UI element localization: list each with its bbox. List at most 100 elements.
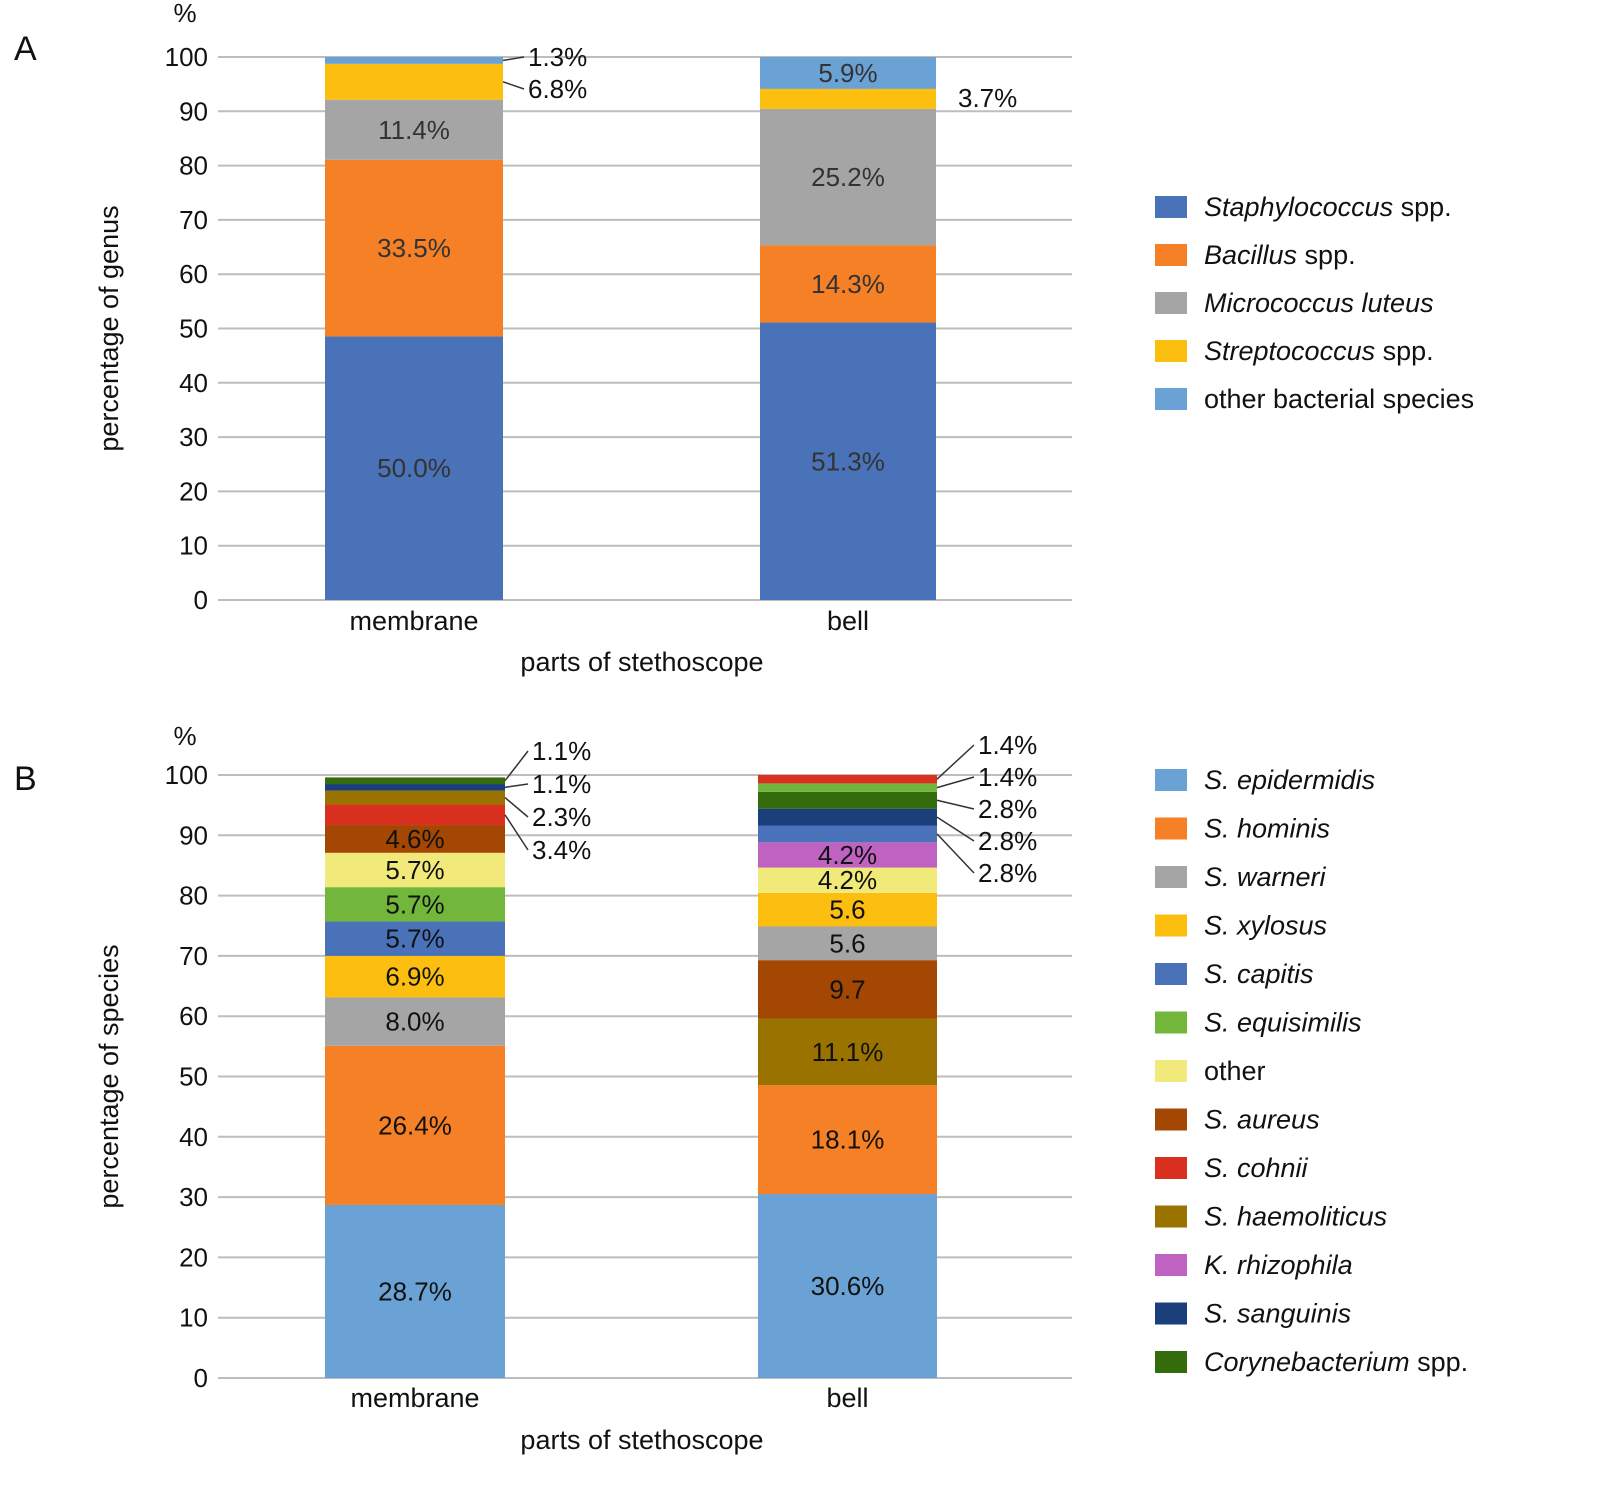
y-axis-title: percentage of genus <box>94 205 124 451</box>
legend-label: S. capitis <box>1204 959 1314 989</box>
legend-label-plain: other bacterial species <box>1204 384 1474 414</box>
legend-swatch <box>1155 196 1187 218</box>
legend-label: Micrococcus luteus <box>1204 288 1434 318</box>
legend-item: Micrococcus luteus <box>1155 288 1434 318</box>
bar-segment <box>758 926 937 961</box>
legend-label: Staphylococcus spp. <box>1204 192 1452 222</box>
data-label: 33.5% <box>377 233 451 263</box>
data-label: 51.3% <box>811 446 885 476</box>
legend-swatch <box>1155 1108 1187 1131</box>
data-label-outside: 2.8% <box>978 794 1037 824</box>
y-tick-label: 0 <box>194 1363 208 1393</box>
data-label: 11.4% <box>378 115 450 145</box>
x-tick-label: bell <box>827 606 869 636</box>
panel-letter: A <box>14 30 37 68</box>
leader-line <box>504 783 529 789</box>
legend-item: S. xylosus <box>1155 911 1327 941</box>
legend-item: other bacterial species <box>1155 384 1474 414</box>
y-tick-label: 40 <box>179 368 208 398</box>
legend-swatch <box>1155 866 1187 888</box>
legend-swatch <box>1155 1254 1187 1276</box>
bar-segment <box>325 1045 505 1205</box>
data-label: 5.6 <box>829 928 865 958</box>
y-tick-label: 30 <box>179 1182 208 1212</box>
legend-item: S. warneri <box>1155 862 1327 892</box>
chart-panel-a: A% 0 10 20 30 40 50 60 70 80 90 100 percentage of ge… <box>14 0 1474 677</box>
bar-segment <box>760 322 936 600</box>
y-tick-label: 80 <box>179 881 208 911</box>
bar-segment <box>758 791 937 809</box>
bar-segment <box>325 790 505 805</box>
bar-segment <box>760 57 936 89</box>
bar-segment <box>758 1085 937 1195</box>
legend-label-italic: Streptococcus <box>1204 336 1375 366</box>
legend-label-italic: S. xylosus <box>1204 911 1327 941</box>
legend-label-italic: K. rhizophila <box>1204 1250 1353 1280</box>
bar-segment <box>325 921 505 956</box>
legend-item: other <box>1155 1056 1266 1086</box>
y-tick-label: 100 <box>165 760 208 790</box>
x-tick-label: membrane <box>350 1383 479 1413</box>
legend-item: Streptococcus spp. <box>1155 336 1434 366</box>
data-label: 5.7% <box>385 855 444 885</box>
bar-segment <box>758 892 937 927</box>
bar-segment <box>760 108 936 246</box>
data-label: 30.6% <box>811 1271 885 1301</box>
legend-label: S. cohnii <box>1204 1153 1309 1183</box>
legend-item: Corynebacterium spp. <box>1155 1347 1468 1377</box>
leader-line <box>936 799 975 810</box>
x-axis-title: parts of stethoscope <box>520 647 763 677</box>
legend-label: S. sanguinis <box>1204 1299 1351 1329</box>
data-label-outside: 3.7% <box>958 83 1017 113</box>
bar-segment <box>758 775 937 784</box>
bar-segment <box>325 825 505 853</box>
bar-segment <box>325 777 505 785</box>
legend-swatch <box>1155 1302 1187 1325</box>
legend-swatch <box>1155 817 1187 840</box>
bar-segment <box>758 783 937 792</box>
legend-label-italic: S. epidermidis <box>1204 765 1375 795</box>
data-label-outside: 1.4% <box>978 730 1037 760</box>
legend-label-italic: S. aureus <box>1204 1105 1320 1135</box>
legend-item: S. cohnii <box>1155 1153 1309 1183</box>
legend-label-italic: S. hominis <box>1204 814 1330 844</box>
bar-segment <box>760 245 936 323</box>
data-label: 5.7% <box>385 924 444 954</box>
legend-label-italic: S. warneri <box>1204 862 1327 892</box>
legend-item: Staphylococcus spp. <box>1155 192 1452 222</box>
legend-label-italic: S. sanguinis <box>1204 1299 1351 1329</box>
data-label: 26.4% <box>378 1110 452 1140</box>
bar-segment <box>325 99 503 160</box>
bar-segment <box>758 825 937 843</box>
data-label: 5.9% <box>818 58 877 88</box>
y-tick-label: 10 <box>179 531 208 561</box>
legend-label-plain: spp. <box>1410 1347 1469 1377</box>
bar-segment <box>758 1194 937 1378</box>
data-label: 6.9% <box>385 962 444 992</box>
legend-label: S. haemoliticus <box>1204 1202 1387 1232</box>
bar-segment <box>758 960 937 1019</box>
y-tick-label: 70 <box>179 941 208 971</box>
data-label: 18.1% <box>811 1125 885 1155</box>
data-label-outside: 6.8% <box>528 74 587 104</box>
legend-label-plain: spp. <box>1393 192 1452 222</box>
bar-segment <box>325 852 505 888</box>
bar-segment <box>325 63 503 100</box>
x-tick-label: bell <box>826 1383 868 1413</box>
bar-segment <box>325 336 503 600</box>
data-label-outside: 3.4% <box>532 835 591 865</box>
legend-label: other <box>1204 1056 1266 1086</box>
legend-label-plain: spp. <box>1375 336 1434 366</box>
y-tick-label: 50 <box>179 314 208 344</box>
bar-segment <box>758 867 937 893</box>
panel-letter: B <box>14 760 37 798</box>
legend-item: S. epidermidis <box>1155 765 1375 795</box>
bar-segment <box>760 88 936 109</box>
bar-segment <box>325 57 503 64</box>
bar-segment <box>325 159 503 337</box>
data-label: 5.7% <box>385 889 444 919</box>
y-tick-label: 60 <box>179 259 208 289</box>
legend-label-italic: Micrococcus luteus <box>1204 288 1434 318</box>
legend-item: S. aureus <box>1155 1105 1320 1135</box>
